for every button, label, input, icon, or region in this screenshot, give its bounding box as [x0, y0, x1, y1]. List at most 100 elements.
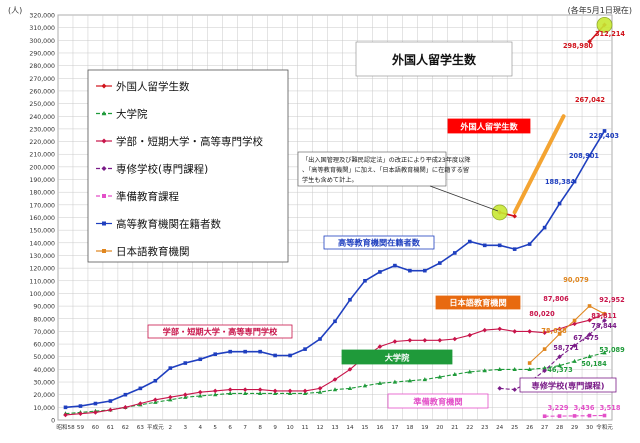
callout-box	[387, 393, 489, 409]
data-point	[377, 344, 383, 349]
series-line	[65, 313, 605, 416]
data-point	[287, 388, 293, 394]
data-label: 80,020	[529, 310, 555, 318]
x-tick-label: 63	[137, 425, 145, 431]
legend-swatch-marker	[102, 194, 106, 198]
y-axis-ticks: 0 10,000 20,000 30,000 40,000 50,000 60,000 70,…	[29, 13, 55, 425]
data-point	[452, 372, 457, 377]
legend-swatch-marker	[102, 249, 106, 253]
data-point	[257, 387, 263, 392]
data-point	[198, 393, 203, 398]
chart-title: 外国人留学生数	[392, 52, 477, 67]
legend-label: 外国人留学生数	[116, 80, 190, 93]
callout-label: 高等教育機関在籍者数	[338, 238, 421, 248]
y-tick-label: 220,000	[29, 139, 55, 146]
legend-label: 大学院	[116, 108, 148, 121]
y-tick-label: 150,000	[29, 228, 55, 235]
highlight-circle	[596, 16, 613, 33]
data-point	[587, 413, 592, 418]
data-point	[587, 304, 592, 308]
x-tick-label: 昭和58	[56, 423, 75, 431]
x-tick-label: 5	[213, 425, 217, 431]
legend-swatch-marker	[101, 110, 107, 116]
series-line	[499, 320, 605, 391]
data-point	[302, 388, 308, 394]
y-tick-label: 290,000	[29, 50, 55, 57]
title-box	[355, 41, 513, 77]
data-point	[467, 369, 472, 374]
note-box-group: 「出入国管理及び難民認定法」の改正により平成23年度以降 、「高等教育機関」に加…	[297, 151, 499, 212]
data-point	[497, 326, 503, 332]
y-tick-label: 190,000	[29, 177, 55, 184]
data-label: 228,403	[589, 132, 619, 140]
data-label: 78,844	[591, 322, 617, 330]
data-point	[587, 39, 592, 44]
data-point	[78, 411, 83, 416]
x-tick-label: 20	[436, 425, 444, 431]
note-text-line-3: 学生も含めて計上。	[302, 176, 358, 184]
data-point	[317, 386, 323, 391]
data-point	[587, 354, 592, 359]
data-label: 78,658	[541, 327, 567, 335]
data-point	[497, 386, 503, 391]
data-point	[602, 318, 607, 323]
data-point	[63, 405, 68, 410]
data-point	[332, 377, 338, 382]
note-text-line-1: 「出入国管理及び難民認定法」の改正により平成23年度以降	[302, 156, 471, 164]
data-point	[242, 387, 248, 392]
y-tick-label: 260,000	[29, 88, 55, 95]
data-point	[437, 374, 443, 379]
data-point	[288, 353, 292, 358]
data-point	[512, 213, 517, 219]
y-tick-label: 50,000	[33, 354, 55, 361]
y-tick-label: 300,000	[29, 38, 55, 45]
data-label: 312,214	[595, 30, 625, 38]
data-point	[542, 330, 547, 335]
data-point	[527, 366, 532, 371]
data-point	[602, 312, 607, 316]
legend-swatch-marker	[102, 221, 106, 226]
data-point	[392, 379, 398, 384]
data-point	[467, 332, 473, 338]
data-point	[93, 410, 98, 415]
data-point	[437, 337, 443, 343]
x-tick-label: 18	[406, 425, 414, 431]
data-point	[572, 358, 577, 363]
data-point	[318, 337, 322, 341]
x-tick-label: 62	[122, 425, 129, 431]
data-point	[542, 414, 547, 419]
date-note: (各年5月1日現在)	[568, 5, 632, 15]
x-tick-label: 17	[391, 425, 399, 431]
data-point	[482, 327, 488, 333]
data-point	[93, 401, 98, 406]
data-point	[108, 399, 113, 403]
note-pointer	[429, 185, 499, 212]
y-tick-label: 60,000	[33, 342, 55, 349]
legend-swatch-marker	[101, 138, 107, 144]
callout-box	[323, 235, 435, 250]
data-point	[512, 247, 517, 251]
x-tick-label: 7	[243, 425, 247, 431]
data-point	[572, 321, 577, 327]
data-point	[272, 388, 278, 394]
data-point	[422, 377, 428, 382]
y-tick-label: 200,000	[29, 164, 55, 171]
data-point	[557, 354, 562, 360]
data-point	[587, 332, 592, 337]
y-tick-label: 120,000	[29, 266, 55, 273]
data-point	[542, 347, 547, 351]
x-tick-label: 60	[92, 425, 100, 431]
data-point	[602, 129, 607, 133]
y-tick-label: 270,000	[29, 76, 55, 83]
callout-box	[519, 377, 617, 393]
data-point	[378, 270, 382, 274]
y-tick-label: 320,000	[29, 13, 55, 20]
data-point	[303, 347, 307, 351]
data-label: 50,184	[581, 360, 607, 368]
highlight-circle	[491, 204, 508, 221]
highlight-stroke	[512, 114, 566, 215]
x-tick-label: 27	[541, 425, 549, 431]
data-label: 208,901	[569, 152, 599, 160]
data-point	[527, 361, 532, 365]
